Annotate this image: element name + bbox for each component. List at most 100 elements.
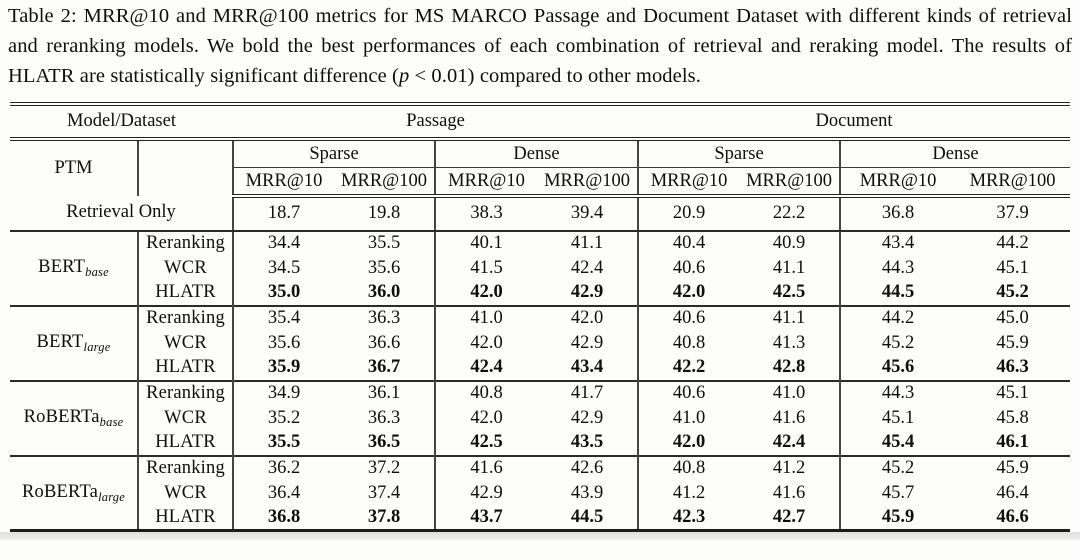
metric-value: 41.7 xyxy=(537,379,639,406)
metric-header: MRR@100 xyxy=(334,167,436,198)
metric-value: 36.4 xyxy=(232,480,335,506)
caption-text: Table 2: MRR@10 and MRR@100 metrics for … xyxy=(8,5,1072,87)
metric-header: MRR@100 xyxy=(537,167,639,198)
metric-value: 45.1 xyxy=(996,257,1029,278)
retrieval-only-label: Retrieval Only xyxy=(10,195,234,232)
table-row: BERTlarge Reranking 35.4 36.3 41.0 42.0 40.6 41… xyxy=(10,304,1071,381)
metric-value: 41.1 xyxy=(537,229,639,256)
retrieval-only-value: 39.4 xyxy=(537,195,639,232)
header-row-groups: PTM Sparse Dense Sparse Dense xyxy=(10,138,1071,196)
metric-value: 35.9 xyxy=(232,355,335,381)
metric-value: 35.0 xyxy=(232,280,335,306)
method-label: Reranking xyxy=(136,454,234,481)
metric-value: 43.5 xyxy=(570,432,604,453)
header-empty-cell xyxy=(136,138,234,196)
metric-value: 45.8 xyxy=(996,407,1029,428)
metric-value: 40.8 xyxy=(637,454,740,481)
metric-value: 37.2 xyxy=(334,454,436,481)
table-body: Retrieval Only 18.7 19.8 38.3 39.4 20.9 22.2 36… xyxy=(10,195,1071,531)
metric-value: 40.6 xyxy=(637,304,740,331)
metric-value: 41.0 xyxy=(637,405,740,431)
metric-value: 45.2 xyxy=(996,282,1029,303)
metric-value: 41.6 xyxy=(772,482,806,503)
metric-value: 45.1 xyxy=(839,405,956,431)
metric-value: 45.9 xyxy=(996,332,1029,353)
metric-value: 34.4 xyxy=(232,229,335,256)
metric-header: MRR@10 xyxy=(839,167,956,198)
model-subscript: large xyxy=(98,489,125,504)
metric-value: 42.0 xyxy=(637,280,740,306)
table-caption: Table 2: MRR@10 and MRR@100 metrics for … xyxy=(8,2,1072,92)
metric-value: 43.7 xyxy=(434,505,538,531)
method-label: WCR xyxy=(136,330,234,356)
header-row-datasets: Model/Dataset Passage Document xyxy=(10,101,1071,141)
metric-value: 46.4 xyxy=(996,482,1029,503)
method-label: WCR xyxy=(136,480,234,506)
model-name: RoBERTa xyxy=(22,481,99,502)
metric-value: 45.4 xyxy=(839,430,956,456)
metric-value: 45.2 xyxy=(839,330,956,356)
retrieval-only-value: 18.7 xyxy=(232,195,335,232)
metric-value: 42.5 xyxy=(772,282,806,303)
metric-value: 34.9 xyxy=(232,379,335,406)
model-name: BERT xyxy=(38,256,86,277)
table-row: WCR 35.6 36.6 42.0 42.9 40.8 41.3 45.2 45.9 xyxy=(10,330,1070,356)
metric-value: 36.6 xyxy=(367,332,401,353)
method-label: WCR xyxy=(136,255,234,281)
header-model-dataset: Model/Dataset xyxy=(10,101,234,141)
metric-value: 36.3 xyxy=(367,407,401,428)
metric-value: 42.0 xyxy=(434,405,538,431)
metric-value: 35.5 xyxy=(232,430,335,456)
table-row: WCR 34.5 35.6 41.5 42.4 40.6 41.1 44.3 45.1 xyxy=(10,255,1070,281)
metric-header: MRR@10 xyxy=(232,167,335,198)
method-label: Reranking xyxy=(136,229,234,256)
table-row: HLATR 35.0 36.0 42.0 42.9 42.0 42.5 44.5 45.2 xyxy=(10,280,1070,306)
metric-value: 45.1 xyxy=(955,379,1071,406)
metric-value: 40.6 xyxy=(637,379,740,406)
retrieval-only-value: 38.3 xyxy=(434,195,538,232)
metric-value: 41.1 xyxy=(772,257,806,278)
metric-value: 40.9 xyxy=(739,229,841,256)
header-passage-dense: Dense xyxy=(434,138,639,169)
metric-value: 40.1 xyxy=(434,229,538,256)
metric-value: 36.2 xyxy=(232,454,335,481)
table-row: HLATR 35.9 36.7 42.4 43.4 42.2 42.8 45.6 46.3 xyxy=(10,355,1070,381)
metric-value: 34.5 xyxy=(232,255,335,281)
metric-header: MRR@100 xyxy=(739,167,841,198)
metric-value: 35.6 xyxy=(367,257,401,278)
metric-value: 42.9 xyxy=(570,407,604,428)
metric-value: 37.8 xyxy=(367,507,401,528)
metric-value: 46.6 xyxy=(996,507,1029,528)
model-label: RoBERTabase xyxy=(10,379,138,456)
model-subscript: large xyxy=(83,339,111,354)
metric-value: 45.6 xyxy=(839,355,956,381)
retrieval-only-row: Retrieval Only 18.7 19.8 38.3 39.4 20.9 22.2 36… xyxy=(10,195,1071,232)
metric-value: 40.8 xyxy=(434,379,538,406)
metric-value: 42.4 xyxy=(434,355,538,381)
header-document-sparse: Sparse xyxy=(637,138,841,169)
metric-value: 45.0 xyxy=(955,304,1071,331)
metric-value: 46.3 xyxy=(996,357,1029,378)
metric-value: 41.3 xyxy=(772,332,806,353)
metric-value: 42.3 xyxy=(637,505,740,531)
method-label: Reranking xyxy=(136,304,234,331)
table-row: HLATR 36.8 37.8 43.7 44.5 42.3 42.7 45.9 46.6 xyxy=(10,505,1070,531)
header-document-dense: Dense xyxy=(839,138,1071,169)
metric-value: 46.1 xyxy=(996,432,1029,453)
method-label: HLATR xyxy=(136,430,234,456)
metric-value: 43.4 xyxy=(839,229,956,256)
metric-value: 35.5 xyxy=(334,229,436,256)
header-document: Document xyxy=(638,101,1071,141)
metric-value: 42.4 xyxy=(772,432,806,453)
method-label: HLATR xyxy=(136,505,234,531)
retrieval-only-value: 36.8 xyxy=(839,195,956,232)
metric-value: 41.5 xyxy=(434,255,538,281)
metric-header: MRR@10 xyxy=(637,167,740,198)
metric-value: 40.8 xyxy=(637,330,740,356)
model-name: RoBERTa xyxy=(23,406,100,427)
caption-p-variable: p xyxy=(398,64,410,87)
metric-value: 43.9 xyxy=(570,482,604,503)
table-header: Model/Dataset Passage Document PTM Spars… xyxy=(10,101,1071,198)
metric-value: 41.1 xyxy=(739,304,841,331)
metric-value: 35.4 xyxy=(232,304,335,331)
